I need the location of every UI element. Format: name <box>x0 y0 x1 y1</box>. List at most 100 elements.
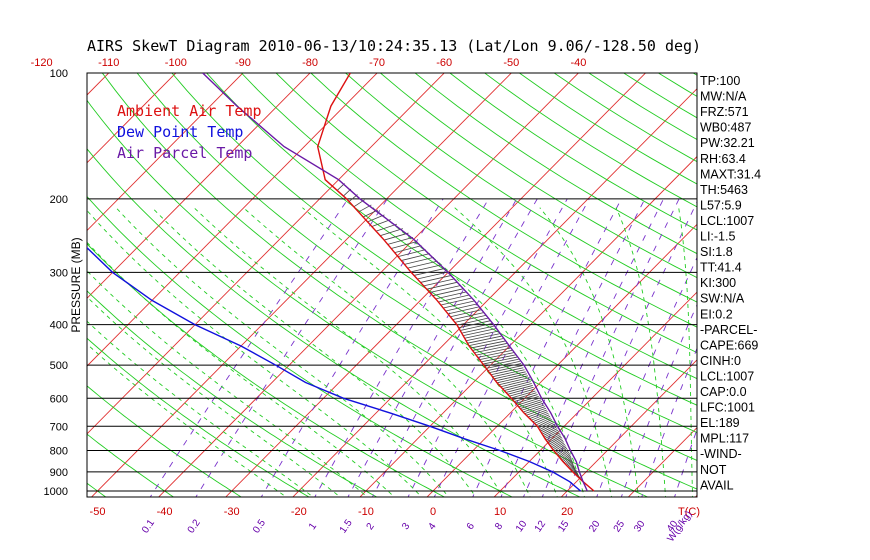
top-temp-tick-label: -110 <box>98 57 119 69</box>
cape-hatch <box>550 439 564 448</box>
moist-adiabat <box>87 320 314 497</box>
cape-hatch <box>502 381 531 390</box>
cape-hatch <box>479 352 514 361</box>
dry-adiabat <box>87 433 175 497</box>
cape-hatch <box>489 365 523 374</box>
cape-hatch <box>397 249 426 258</box>
stat-line: TT:41.4 <box>700 261 742 275</box>
dry-adiabat <box>136 73 697 461</box>
cape-hatch <box>490 367 524 376</box>
moist-adiabat <box>151 207 477 497</box>
pressure-tick-label: 500 <box>50 360 68 372</box>
cape-hatch <box>461 325 494 334</box>
cape-hatch <box>567 459 573 467</box>
isotherm-line <box>827 54 870 500</box>
cape-hatch <box>493 371 526 380</box>
cape-hatch <box>541 425 556 433</box>
cape-hatch <box>527 409 547 418</box>
legend: Ambient Air Temp Dew Point Temp Air Parc… <box>117 102 262 162</box>
cape-hatch <box>454 314 486 323</box>
cape-hatch <box>426 281 458 290</box>
y-axis-label: PRESSURE (MB) <box>69 237 83 332</box>
isotherm-line <box>560 359 697 497</box>
cape-hatch <box>380 228 403 237</box>
cape-hatch <box>375 223 398 232</box>
stat-line: MAXT:31.4 <box>700 167 761 181</box>
cape-hatch <box>474 345 509 354</box>
bottom-temp-tick-label: -10 <box>358 506 374 518</box>
cape-hatch <box>538 420 553 429</box>
cape-hatch <box>440 297 472 306</box>
dry-adiabat <box>87 337 310 497</box>
cape-hatch <box>535 417 552 426</box>
cape-hatch <box>410 264 442 273</box>
legend-ambient-air-temp: Ambient Air Temp <box>117 102 262 120</box>
moist-adiabat <box>454 207 613 497</box>
mixing-ratio-tick-label: 12 <box>533 519 549 535</box>
cape-hatch <box>470 340 506 349</box>
top-temp-tick-label: -50 <box>503 57 519 69</box>
stat-line: MW:N/A <box>700 90 747 104</box>
cape-hatch <box>486 361 520 369</box>
mixing-ratio-tick-label: 10 <box>514 518 530 534</box>
isotherm-line <box>493 291 697 497</box>
top-temp-tick-label: -40 <box>570 57 586 69</box>
isotherm-line <box>87 73 177 164</box>
stat-line: RH:63.4 <box>700 152 746 166</box>
cape-hatch <box>420 275 452 283</box>
isotherm-line <box>292 88 697 497</box>
cape-hatch <box>407 260 438 269</box>
cape-hatch <box>524 406 546 415</box>
cape-hatch <box>450 309 482 318</box>
cape-hatch <box>542 426 557 435</box>
bottom-temp-tick-label: 0 <box>430 506 436 518</box>
bottom-temp-tick-label: -40 <box>157 506 173 518</box>
pressure-tick-label: 1000 <box>44 486 68 498</box>
bottom-temp-tick-label: -50 <box>90 506 106 518</box>
cape-hatch <box>401 253 430 261</box>
cape-hatch <box>432 288 464 297</box>
isotherm-line <box>90 73 512 497</box>
isotherm-line <box>87 73 378 367</box>
cape-hatch <box>553 443 565 452</box>
mixing-ratio-tick-label: 15 <box>556 518 572 534</box>
cape-hatch <box>510 390 536 399</box>
cape-hatch <box>500 379 530 388</box>
cape-hatch <box>522 404 545 413</box>
dry-adiabat <box>310 73 697 328</box>
cape-hatch <box>559 450 569 459</box>
pressure-tick-label: 200 <box>50 194 68 206</box>
bottom-temp-tick-label: 20 <box>561 506 573 518</box>
dry-adiabat <box>692 73 697 76</box>
cape-hatch <box>534 416 551 424</box>
plot-frame <box>86 72 698 498</box>
moist-adiabat <box>193 207 504 497</box>
mixing-ratio-tick-label: 0.1 <box>140 517 157 535</box>
dry-adiabat <box>87 195 514 497</box>
cape-hatch <box>518 399 542 408</box>
cape-hatch <box>492 369 525 378</box>
stat-line: MPL:117 <box>700 432 749 446</box>
cape-hatch <box>456 317 489 326</box>
cape-hatch <box>404 257 434 265</box>
dry-adiabat <box>240 73 697 380</box>
moist-adiabat <box>678 207 693 497</box>
pressure-tick-label: 100 <box>50 68 68 80</box>
cape-hatch <box>555 445 566 453</box>
bottom-temp-tick-label: -20 <box>291 506 307 518</box>
cape-hatch <box>573 467 576 475</box>
legend-air-parcel-temp: Air Parcel Temp <box>117 144 252 162</box>
cape-hatch <box>460 323 493 331</box>
dry-adiabat <box>275 73 697 354</box>
cape-hatch <box>539 422 554 430</box>
cape-hatch <box>504 383 532 391</box>
pressure-tick-label: 400 <box>50 320 68 332</box>
stat-line: LI:-1.5 <box>700 230 735 244</box>
cape-hatch <box>526 407 547 416</box>
dry-adiabat <box>87 290 378 497</box>
cape-hatch <box>467 335 502 344</box>
cape-hatch <box>561 453 570 461</box>
mixing-ratio-tick-label: 4 <box>426 521 438 532</box>
dry-adiabat <box>87 148 581 497</box>
cape-hatch <box>472 343 507 351</box>
